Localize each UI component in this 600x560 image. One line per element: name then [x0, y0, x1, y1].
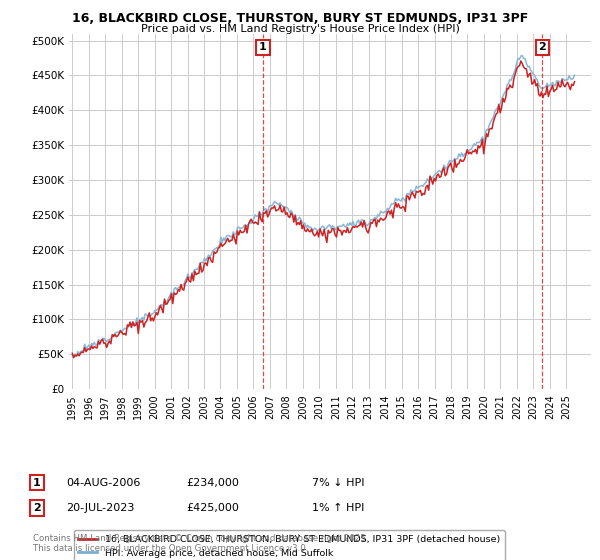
Text: 1: 1 [33, 478, 41, 488]
Text: 7% ↓ HPI: 7% ↓ HPI [312, 478, 365, 488]
Text: 04-AUG-2006: 04-AUG-2006 [66, 478, 140, 488]
Text: 1: 1 [259, 43, 267, 53]
Text: 16, BLACKBIRD CLOSE, THURSTON, BURY ST EDMUNDS, IP31 3PF: 16, BLACKBIRD CLOSE, THURSTON, BURY ST E… [72, 12, 528, 25]
Text: 1% ↑ HPI: 1% ↑ HPI [312, 503, 364, 513]
Text: £425,000: £425,000 [186, 503, 239, 513]
Text: 2: 2 [33, 503, 41, 513]
Text: Price paid vs. HM Land Registry's House Price Index (HPI): Price paid vs. HM Land Registry's House … [140, 24, 460, 34]
Text: Contains HM Land Registry data © Crown copyright and database right 2025.
This d: Contains HM Land Registry data © Crown c… [33, 534, 368, 553]
Legend: 16, BLACKBIRD CLOSE, THURSTON, BURY ST EDMUNDS, IP31 3PF (detached house), HPI: : 16, BLACKBIRD CLOSE, THURSTON, BURY ST E… [74, 530, 505, 560]
Text: 20-JUL-2023: 20-JUL-2023 [66, 503, 134, 513]
Text: 2: 2 [538, 43, 546, 53]
Text: £234,000: £234,000 [186, 478, 239, 488]
